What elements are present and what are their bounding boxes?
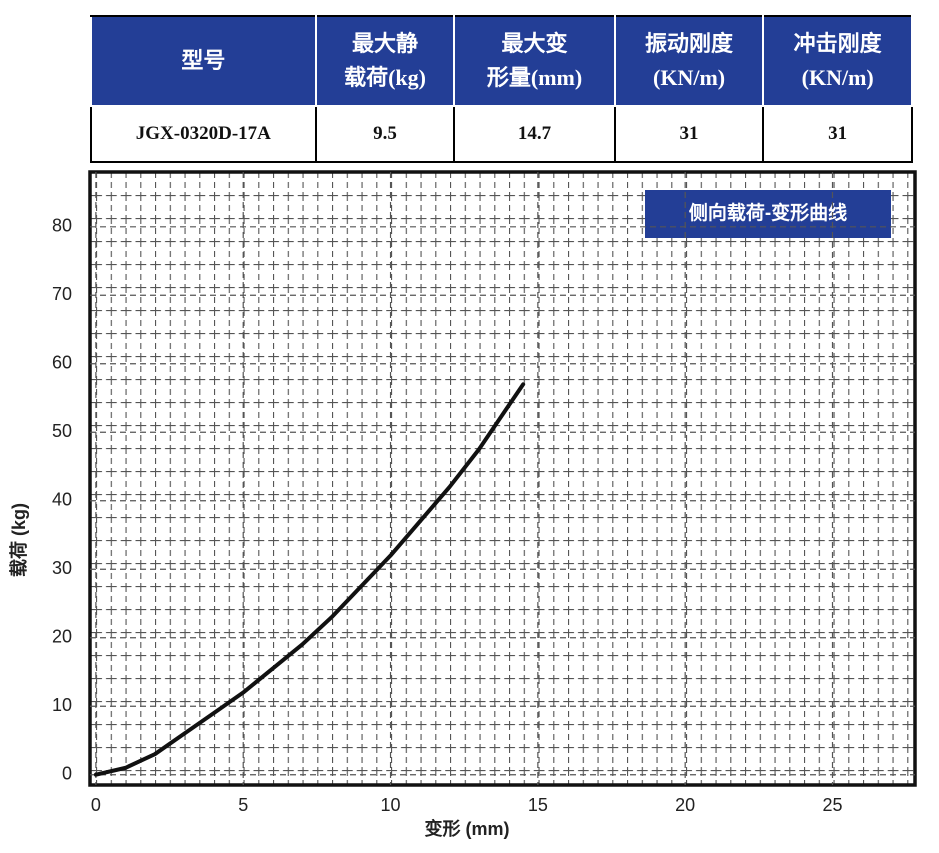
y-tick-label: 80 [52,216,72,236]
y-tick-label: 50 [52,421,72,441]
table-cell: 31 [613,105,765,163]
y-tick-label: 20 [52,626,72,646]
x-tick-label: 20 [675,795,695,815]
header-cell: 型号 [90,15,317,107]
header-cell: 最大静 载荷(kg) [314,15,456,107]
x-axis-label: 变形 (mm) [425,818,510,839]
y-tick-label: 60 [52,353,72,373]
title-box [645,190,891,238]
spec-table: 型号 最大静 载荷(kg) 最大变 形量(mm) 振动刚度 (KN/m) 冲击刚度 (K… [90,15,913,163]
table-body: JGX-0320D-17A 9.5 14.7 31 31 [90,105,913,163]
header-cell: 振动刚度 (KN/m) [613,15,765,107]
x-tick-label: 0 [91,795,101,815]
y-tick-label: 70 [52,284,72,304]
header-cell: 冲击刚度 (KN/m) [762,15,913,107]
y-tick-label: 0 [62,763,72,783]
table-row: JGX-0320D-17A 9.5 14.7 31 31 [90,105,913,163]
data-line [93,382,526,777]
y-tick-label: 30 [52,558,72,578]
table-cell: JGX-0320D-17A [90,105,317,163]
y-tick-label: 40 [52,490,72,510]
x-tick-label: 10 [381,795,401,815]
x-tick-label: 15 [528,795,548,815]
x-tick-label: 25 [822,795,842,815]
y-axis-label: 载荷 (kg) [8,503,29,577]
table-cell: 9.5 [314,105,456,163]
chart-title: 侧向载荷-变形曲线 [689,201,847,224]
table-cell: 14.7 [453,105,616,163]
table-cell: 31 [762,105,913,163]
y-tick-label: 10 [52,695,72,715]
header-row: 型号 最大静 载荷(kg) 最大变 形量(mm) 振动刚度 (KN/m) 冲击刚度 (K… [90,15,913,107]
header-cell: 最大变 形量(mm) [453,15,616,107]
grid-pattern [90,172,915,785]
x-tick-label: 5 [238,795,248,815]
plot-frame [88,170,917,787]
